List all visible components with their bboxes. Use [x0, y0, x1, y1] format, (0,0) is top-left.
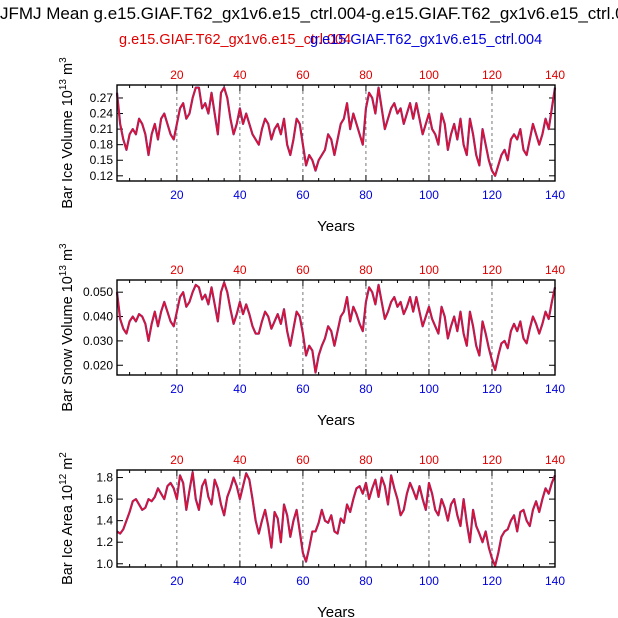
y-tick-label: 0.21 — [90, 122, 114, 136]
x-tick-label-top: 40 — [233, 263, 247, 277]
x-tick-label-bottom: 60 — [296, 188, 310, 202]
y-label-unit: m — [60, 249, 76, 265]
left-subtitle: g.e15.GIAF.T62_gx1v6.e15_ctrl.004 — [119, 32, 352, 48]
y-label-text: Bar Ice Volume 10 — [60, 90, 76, 209]
x-axis-label: Years — [317, 604, 355, 618]
y-tick-label: 0.12 — [90, 169, 114, 183]
x-tick-label-top: 60 — [296, 68, 310, 82]
x-tick-label-top: 140 — [545, 68, 565, 82]
x-tick-label-top: 20 — [170, 453, 184, 467]
series-line-2 — [116, 281, 556, 374]
x-tick-label-bottom: 20 — [170, 188, 184, 202]
x-tick-label-top: 40 — [233, 453, 247, 467]
x-tick-label-bottom: 100 — [419, 574, 439, 588]
y-label-exponent: 12 — [58, 473, 69, 485]
x-tick-label-top: 60 — [296, 263, 310, 277]
y-tick-label: 1.8 — [96, 471, 113, 485]
y-tick-label: 1.4 — [96, 514, 113, 528]
x-tick-label-bottom: 20 — [170, 382, 184, 396]
x-tick-label-top: 80 — [359, 263, 373, 277]
x-tick-label-top: 140 — [545, 453, 565, 467]
y-tick-label: 0.24 — [90, 107, 114, 121]
y-label-unit-exponent: 2 — [58, 452, 69, 458]
y-label-text: Bar Snow Volume 10 — [60, 276, 76, 411]
x-tick-label-bottom: 80 — [359, 188, 373, 202]
x-tick-label-bottom: 120 — [482, 382, 502, 396]
figure-title: JFMJ Mean g.e15.GIAF.T62_gx1v6.e15_ctrl.… — [0, 4, 618, 23]
chart-panel-2: 0.020 0.030 0.040 0.050 20 40 60 80 100 120 140 20 4… — [58, 243, 565, 429]
y-tick-label: 0.27 — [90, 91, 114, 105]
x-tick-label-bottom: 120 — [482, 188, 502, 202]
x-tick-label-bottom: 80 — [359, 382, 373, 396]
x-tick-label-bottom: 40 — [233, 574, 247, 588]
x-tick-label-bottom: 20 — [170, 574, 184, 588]
x-tick-label-bottom: 80 — [359, 574, 373, 588]
y-axis-label: Bar Ice Area 1012 m2 — [58, 452, 76, 585]
x-tick-label-bottom: 100 — [419, 382, 439, 396]
y-label-unit-exponent: 3 — [58, 243, 69, 249]
x-tick-label-bottom: 60 — [296, 382, 310, 396]
x-tick-label-top: 80 — [359, 453, 373, 467]
y-label-unit: m — [60, 63, 76, 79]
y-tick-label: 1.2 — [96, 535, 113, 549]
y-label-exponent: 13 — [58, 79, 69, 91]
y-tick-label: 1.0 — [96, 557, 113, 571]
y-tick-label: 1.6 — [96, 492, 113, 506]
y-tick-label: 0.050 — [83, 285, 113, 299]
y-label-unit: m — [60, 458, 76, 474]
x-tick-label-top: 140 — [545, 263, 565, 277]
plot-frame — [116, 469, 556, 568]
y-tick-label: 0.030 — [83, 334, 113, 348]
plot-frame — [116, 84, 556, 182]
x-tick-label-top: 40 — [233, 68, 247, 82]
y-axis-label: Bar Snow Volume 1013 m3 — [58, 243, 76, 412]
x-tick-label-bottom: 40 — [233, 188, 247, 202]
x-tick-label-top: 100 — [419, 453, 439, 467]
x-axis-label: Years — [317, 412, 355, 429]
x-tick-label-bottom: 40 — [233, 382, 247, 396]
right-subtitle: g.e15.GIAF.T62_gx1v6.e15_ctrl.004 — [310, 32, 543, 48]
y-axis-label: Bar Ice Volume 1013 m3 — [58, 57, 76, 209]
x-tick-label-bottom: 140 — [545, 188, 565, 202]
x-tick-label-top: 100 — [419, 68, 439, 82]
y-label-text: Bar Ice Area 10 — [60, 485, 76, 585]
plot-frame — [116, 279, 556, 376]
x-tick-label-top: 80 — [359, 68, 373, 82]
x-tick-label-top: 20 — [170, 68, 184, 82]
x-tick-label-top: 120 — [482, 68, 502, 82]
x-tick-label-bottom: 100 — [419, 188, 439, 202]
y-tick-label: 0.020 — [83, 358, 113, 372]
series-line-2 — [116, 86, 556, 177]
x-tick-label-top: 60 — [296, 453, 310, 467]
x-tick-label-top: 20 — [170, 263, 184, 277]
chart-panel-3: 1.0 1.2 1.4 1.6 1.8 20 40 60 80 100 120 140 20 40 60 80… — [58, 452, 565, 618]
x-tick-label-bottom: 140 — [545, 574, 565, 588]
y-label-exponent: 13 — [58, 265, 69, 277]
y-label-unit-exponent: 3 — [58, 57, 69, 63]
x-tick-label-top: 120 — [482, 453, 502, 467]
x-tick-label-bottom: 140 — [545, 382, 565, 396]
x-tick-label-bottom: 60 — [296, 574, 310, 588]
series-line-1 — [115, 281, 557, 374]
x-tick-label-top: 120 — [482, 263, 502, 277]
y-tick-label: 0.040 — [83, 310, 113, 324]
series-line-2 — [116, 471, 556, 567]
x-tick-label-bottom: 120 — [482, 574, 502, 588]
x-tick-label-top: 100 — [419, 263, 439, 277]
y-tick-label: 0.15 — [90, 153, 114, 167]
chart-panel-1: 0.12 0.150.18 0.210.24 0.27 20 40 60 80 100 120 14… — [58, 57, 565, 235]
y-tick-label: 0.18 — [90, 138, 114, 152]
x-axis-label: Years — [317, 218, 355, 235]
